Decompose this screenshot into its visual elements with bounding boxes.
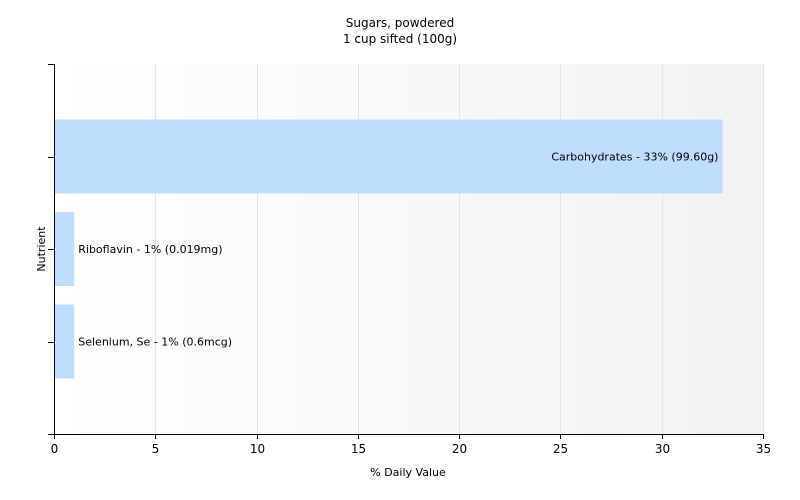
x-axis-title: % Daily Value bbox=[370, 466, 446, 479]
bar-label: Riboflavin - 1% (0.019mg) bbox=[78, 243, 222, 256]
chart-title-block: Sugars, powdered 1 cup sifted (100g) bbox=[0, 15, 800, 47]
chart-title: Sugars, powdered bbox=[345, 16, 455, 30]
bar-label: Selenium, Se - 1% (0.6mcg) bbox=[78, 336, 232, 349]
bar bbox=[55, 304, 75, 379]
x-tick-label: 25 bbox=[553, 442, 568, 456]
x-tick-label: 30 bbox=[655, 442, 670, 456]
y-axis-title: Nutrient bbox=[35, 226, 48, 272]
bar-label: Carbohydrates - 33% (99.60g) bbox=[551, 151, 718, 164]
x-tick-label: 0 bbox=[51, 442, 59, 456]
chart-subtitle: 1 cup sifted (100g) bbox=[342, 32, 458, 46]
bar bbox=[55, 119, 723, 194]
x-tick-label: 35 bbox=[756, 442, 771, 456]
x-tick-label: 20 bbox=[452, 442, 467, 456]
x-tick-label: 10 bbox=[250, 442, 265, 456]
x-tick-label: 15 bbox=[351, 442, 366, 456]
x-tick-label: 5 bbox=[152, 442, 160, 456]
bar bbox=[55, 212, 75, 286]
